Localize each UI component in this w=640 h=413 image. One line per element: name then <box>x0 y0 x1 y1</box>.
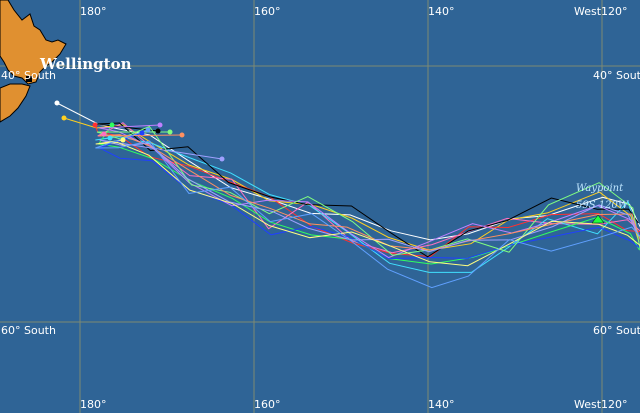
track-line <box>95 135 638 273</box>
track-line <box>96 125 640 256</box>
track-line <box>99 139 640 253</box>
track-line <box>95 129 640 289</box>
north-island <box>0 0 67 85</box>
lat-label-left-40s: 40° South <box>1 69 56 82</box>
yacht-tracks <box>56 102 640 289</box>
lon-label-top-160: 160° <box>254 5 281 18</box>
boat-marker <box>145 127 151 133</box>
boat-marker <box>54 100 60 106</box>
track-line <box>95 139 640 267</box>
boat-marker <box>157 122 163 128</box>
city-label: Wellington <box>39 55 132 73</box>
waypoint-marker <box>591 214 605 224</box>
boat-marker <box>101 131 107 137</box>
lat-label-left-60s: 60° South <box>1 324 56 337</box>
boat-marker <box>219 156 225 162</box>
lon-label-top-140: 140° <box>428 5 455 18</box>
lat-label-right-40s: 40° South <box>593 69 640 82</box>
track-line <box>98 132 640 260</box>
waypoint-coords: 59S 120W <box>576 200 629 211</box>
lon-label-bottom-120: West120° <box>574 398 628 411</box>
new-zealand <box>0 0 67 123</box>
boat-marker <box>61 115 67 121</box>
track-line <box>94 124 640 258</box>
lon-label-bottom-140: 140° <box>428 398 455 411</box>
boat-marker <box>167 129 173 135</box>
waypoint-label: Waypoint <box>576 183 624 194</box>
boat-marker <box>139 130 145 136</box>
track-line <box>98 134 640 251</box>
boat-marker <box>107 135 113 141</box>
lon-label-top-180: 180° <box>80 5 107 18</box>
lat-label-right-60s: 60° South <box>593 324 640 337</box>
boat-marker <box>120 137 126 143</box>
wellington-marker <box>26 76 32 82</box>
boat-marker <box>92 122 98 128</box>
south-island <box>0 83 31 123</box>
lon-label-bottom-180: 180° <box>80 398 107 411</box>
lon-label-bottom-160: 160° <box>254 398 281 411</box>
boat-marker <box>179 132 185 138</box>
lon-label-top-120: West120° <box>574 5 628 18</box>
boat-marker <box>155 128 161 134</box>
boat-positions <box>54 100 225 162</box>
boat-marker <box>109 122 115 128</box>
